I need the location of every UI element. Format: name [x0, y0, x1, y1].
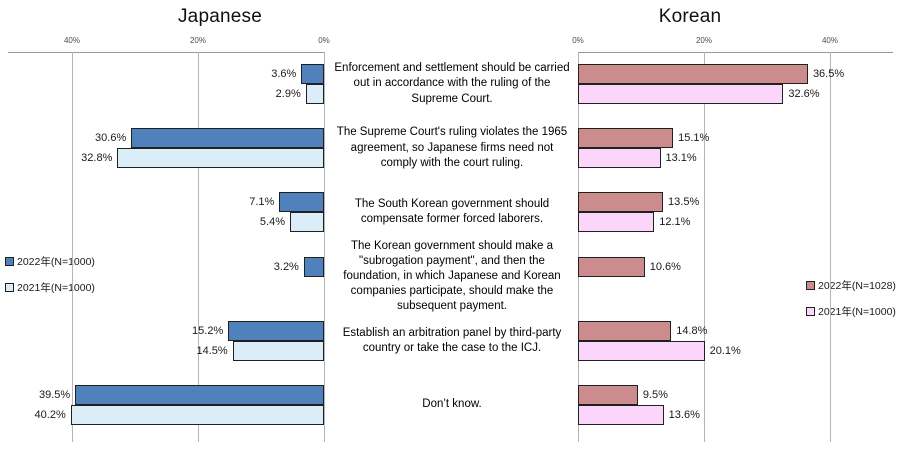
legend-swatch-2021-icon: [5, 282, 14, 292]
legend-swatch-2022-icon: [806, 280, 815, 290]
bar-korean-2021-cat3: [578, 212, 655, 233]
bar-japanese-2021-cat3: [289, 212, 324, 233]
korean-gridline-0: [578, 52, 579, 442]
value-label-japanese-2021-cat1: 2.9%: [275, 88, 301, 100]
japanese-legend-item-2022: 2022年(N=1000): [5, 248, 95, 274]
japanese-gridline-20: [198, 52, 199, 442]
japanese-axis-tick-40: 40%: [63, 36, 80, 45]
value-label-korean-2022-cat4: 10.6%: [649, 260, 681, 273]
bar-korean-2021-cat1: [578, 84, 784, 104]
korean-legend-item-2021: 2021年(N=1000): [806, 298, 896, 324]
bar-korean-2021-cat2: [578, 148, 661, 169]
bar-japanese-2021-cat2: [117, 148, 324, 169]
japanese-axis-tick-20: 20%: [189, 36, 206, 45]
value-label-japanese-2022-cat2: 30.6%: [95, 132, 127, 145]
bar-japanese-2021-cat1: [305, 84, 324, 104]
category-label-4: The Korean government should make a "sub…: [343, 239, 561, 313]
bar-korean-2022-cat2: [578, 128, 674, 149]
bar-japanese-2021-cat6: [70, 404, 324, 425]
bar-korean-2022-cat6: [578, 384, 638, 405]
bar-korean-2022-cat5: [578, 320, 672, 341]
bar-japanese-2022-cat1: [301, 64, 324, 84]
value-label-korean-2022-cat3: 13.5%: [668, 196, 700, 209]
value-label-korean-2022-cat2: 15.1%: [678, 132, 710, 145]
legend-swatch-2021-icon: [806, 306, 815, 316]
value-label-korean-2021-cat3: 12.1%: [659, 216, 691, 229]
value-label-japanese-2022-cat3: 7.1%: [249, 196, 275, 209]
bar-japanese-2022-cat2: [131, 128, 324, 149]
category-label-3: The South Korean government should compe…: [354, 198, 550, 226]
legend-label-2022: 2022年(N=1000): [17, 255, 95, 268]
korean-axis-tick-40: 40%: [821, 36, 838, 45]
bar-japanese-2022-cat3: [279, 192, 324, 213]
bar-korean-2021-cat6: [578, 404, 664, 425]
legend-label-2021: 2021年(N=1000): [818, 305, 896, 318]
bar-korean-2021-cat5: [578, 340, 705, 361]
bar-korean-2022-cat4: [578, 256, 645, 277]
japanese-gridline-0: [324, 52, 325, 442]
legend-swatch-2022-icon: [5, 256, 14, 266]
japanese-legend-item-2021: 2021年(N=1000): [5, 274, 95, 300]
value-label-japanese-2021-cat2: 32.8%: [81, 152, 113, 165]
korean-gridline-20: [704, 52, 705, 442]
value-label-korean-2022-cat5: 14.8%: [676, 324, 708, 337]
korean-axis-tick-0: 0%: [572, 36, 584, 45]
value-label-korean-2021-cat5: 20.1%: [709, 344, 741, 357]
bar-japanese-2021-cat5: [232, 340, 324, 361]
legend-label-2021: 2021年(N=1000): [17, 281, 95, 294]
category-label-1: Enforcement and settlement should be car…: [334, 62, 570, 105]
value-label-japanese-2022-cat1: 3.6%: [271, 68, 297, 80]
bar-korean-2022-cat1: [578, 64, 808, 84]
value-label-korean-2022-cat1: 36.5%: [812, 68, 845, 80]
korean-gridline-40: [830, 52, 831, 442]
korean-legend-item-2022: 2022年(N=1028): [806, 272, 896, 298]
value-label-korean-2021-cat6: 13.6%: [668, 408, 700, 421]
value-label-japanese-2022-cat5: 15.2%: [192, 324, 224, 337]
japanese-legend: 2022年(N=1000) 2021年(N=1000): [5, 248, 95, 300]
value-label-korean-2021-cat1: 32.6%: [788, 88, 820, 100]
korean-axis-line: [578, 52, 893, 53]
value-label-japanese-2021-cat3: 5.4%: [259, 216, 285, 229]
value-label-korean-2021-cat2: 13.1%: [665, 152, 697, 165]
legend-label-2022: 2022年(N=1028): [818, 279, 896, 292]
value-label-japanese-2022-cat6: 39.5%: [38, 388, 71, 401]
japanese-chart-title: Japanese: [177, 6, 262, 27]
bar-japanese-2022-cat6: [75, 384, 324, 405]
bar-japanese-2022-cat4: [303, 256, 324, 277]
category-label-5: Establish an arbitration panel by third-…: [342, 326, 562, 354]
value-label-japanese-2021-cat6: 40.2%: [34, 408, 66, 421]
japanese-axis-tick-0: 0%: [318, 36, 330, 45]
japanese-gridline-40: [72, 52, 73, 442]
category-label-6: Don’t know.: [422, 398, 482, 411]
value-label-korean-2022-cat6: 9.5%: [642, 388, 668, 401]
korean-axis-tick-20: 20%: [695, 36, 712, 45]
korean-chart-title: Korean: [658, 6, 722, 27]
japanese-axis-line: [8, 52, 324, 53]
korean-legend: 2022年(N=1028) 2021年(N=1000): [806, 272, 896, 324]
bar-korean-2022-cat3: [578, 192, 664, 213]
value-label-japanese-2022-cat4: 3.2%: [273, 260, 299, 273]
bar-japanese-2022-cat5: [228, 320, 324, 341]
value-label-japanese-2021-cat5: 14.5%: [196, 344, 228, 357]
category-label-2: The Supreme Court's ruling violates the …: [336, 126, 568, 169]
